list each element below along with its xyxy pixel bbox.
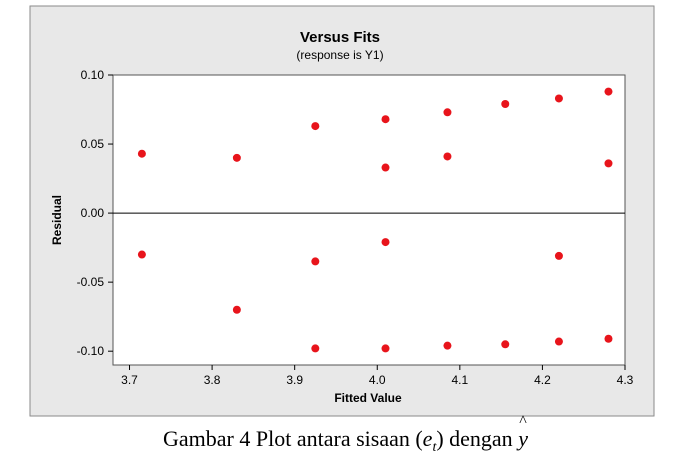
data-point <box>443 152 452 161</box>
data-points <box>137 87 613 353</box>
chart-subtitle: (response is Y1) <box>296 48 383 62</box>
y-tick-label: 0.00 <box>81 206 105 220</box>
data-point <box>381 163 390 172</box>
caption-prefix: Gambar 4 Plot antara sisaan <box>163 426 410 451</box>
x-tick-label: 4.3 <box>617 373 634 387</box>
data-point <box>604 334 613 343</box>
caption-e-symbol: e <box>422 426 433 451</box>
y-tick-label: -0.05 <box>77 275 105 289</box>
y-tick-label: 0.05 <box>81 137 105 151</box>
data-point <box>311 257 320 266</box>
x-axis: 3.7 3.8 3.9 4.0 4.1 4.2 4.3 <box>121 365 634 387</box>
data-point <box>232 153 241 162</box>
x-tick-label: 4.2 <box>534 373 551 387</box>
data-point <box>604 87 613 96</box>
data-point <box>381 344 390 353</box>
data-point <box>501 100 510 108</box>
data-point <box>381 238 390 247</box>
figure-caption: Gambar 4 Plot antara sisaan (et) dengan … <box>0 413 691 456</box>
data-point <box>554 251 563 260</box>
data-point <box>604 159 613 168</box>
caption-t-subscript: t <box>432 440 437 455</box>
x-tick-label: 4.1 <box>451 373 468 387</box>
caption-middle: dengan <box>449 426 513 451</box>
x-tick-label: 4.0 <box>369 373 386 387</box>
data-point <box>554 94 563 103</box>
data-point <box>501 340 510 349</box>
x-axis-label: Fitted Value <box>334 391 402 405</box>
data-point <box>137 149 146 158</box>
data-point <box>311 122 320 131</box>
data-point <box>137 250 146 259</box>
y-tick-label: 0.10 <box>81 68 105 82</box>
x-tick-label: 3.7 <box>121 373 138 387</box>
data-point <box>443 108 452 117</box>
y-axis: 0.10 0.05 0.00 -0.05 -0.10 <box>77 68 113 358</box>
y-tick-label: -0.10 <box>77 344 105 358</box>
plot-area <box>112 74 626 366</box>
data-point <box>554 337 563 346</box>
data-point <box>443 341 452 350</box>
x-tick-label: 3.8 <box>204 373 221 387</box>
data-point <box>381 115 390 124</box>
x-tick-label: 3.9 <box>286 373 303 387</box>
caption-yhat-symbol: y <box>518 413 528 452</box>
data-point <box>311 344 320 353</box>
y-axis-label: Residual <box>50 195 64 245</box>
data-point <box>232 305 241 314</box>
chart-title: Versus Fits <box>300 29 380 46</box>
